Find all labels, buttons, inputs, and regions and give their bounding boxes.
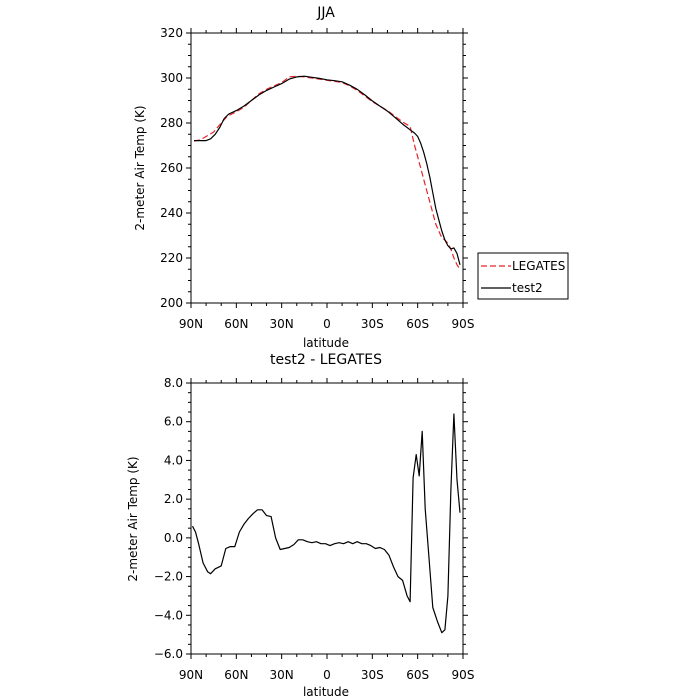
bottom-panel: test2 - LEGATES −6.0 −4.0 −2.0 0.0 2.0 4.0 6.0…	[126, 352, 474, 699]
bottom-x-tick-label: 0	[323, 668, 331, 682]
bottom-y-tick-label: −2.0	[154, 570, 183, 584]
bottom-y-tick-label: 8.0	[164, 376, 183, 390]
top-y-tick-label: 240	[160, 206, 183, 220]
top-plot-frame	[190, 32, 464, 304]
bottom-panel-series	[191, 413, 461, 634]
bottom-y-tick-label: −6.0	[154, 647, 183, 661]
top-panel-y-tick-labels: 200 220 240 260 280 300 320	[160, 26, 183, 310]
top-x-tick-label: 90S	[452, 317, 475, 331]
bottom-y-tick-label: 6.0	[164, 415, 183, 429]
top-y-tick-label: 320	[160, 26, 183, 40]
bottom-y-tick-label: 0.0	[164, 531, 183, 545]
bottom-panel-ticks	[186, 378, 468, 659]
top-panel-x-tick-labels: 90N 60N 30N 0 30S 60S 90S	[179, 317, 475, 331]
bottom-y-tick-label: −4.0	[154, 608, 183, 622]
bottom-y-tick-label: 4.0	[164, 453, 183, 467]
top-panel-series	[193, 75, 461, 270]
legend-box	[477, 252, 569, 300]
top-panel-title: JJA	[316, 5, 335, 21]
top-x-tick-label: 60S	[406, 317, 429, 331]
bottom-panel-y-tick-labels: −6.0 −4.0 −2.0 0.0 2.0 4.0 6.0 8.0	[154, 376, 183, 661]
legend-label-test2: test2	[512, 281, 543, 295]
legend: LEGATES test2	[477, 252, 569, 300]
top-x-tick-label: 30N	[270, 317, 294, 331]
bottom-x-tick-label: 30N	[270, 668, 294, 682]
top-series-line-legates	[193, 75, 461, 270]
top-y-tick-label: 260	[160, 161, 183, 175]
top-series-line-test2	[194, 75, 461, 265]
bottom-panel-x-tick-labels: 90N 60N 30N 0 30S 60S 90S	[179, 668, 475, 682]
bottom-y-tick-label: 2.0	[164, 492, 183, 506]
bottom-x-tick-label: 30S	[361, 668, 384, 682]
bottom-series-line-series-0	[191, 413, 461, 634]
bottom-x-tick-label: 90N	[179, 668, 203, 682]
top-y-tick-label: 280	[160, 116, 183, 130]
bottom-panel-x-axis-title: latitude	[303, 685, 349, 699]
bottom-panel-title: test2 - LEGATES	[270, 352, 382, 368]
bottom-x-tick-label: 60S	[406, 668, 429, 682]
top-x-tick-label: 60N	[224, 317, 248, 331]
top-x-tick-label: 0	[323, 317, 331, 331]
top-panel-x-axis-title: latitude	[303, 336, 349, 350]
top-x-tick-label: 90N	[179, 317, 203, 331]
top-panel: JJA 200 220 240 260 280 300 320 90N 60N 30N 0 30S 6…	[133, 5, 474, 350]
top-panel-y-axis-title: 2-meter Air Temp (K)	[133, 105, 147, 230]
top-x-tick-label: 30S	[361, 317, 384, 331]
top-panel-ticks	[186, 28, 468, 308]
top-y-tick-label: 220	[160, 251, 183, 265]
legend-label-legates: LEGATES	[512, 259, 565, 273]
bottom-panel-y-axis-title: 2-meter Air Temp (K)	[126, 456, 140, 581]
bottom-x-tick-label: 90S	[452, 668, 475, 682]
top-y-tick-label: 200	[160, 296, 183, 310]
top-y-tick-label: 300	[160, 71, 183, 85]
bottom-x-tick-label: 60N	[224, 668, 248, 682]
bottom-plot-frame	[190, 382, 464, 655]
